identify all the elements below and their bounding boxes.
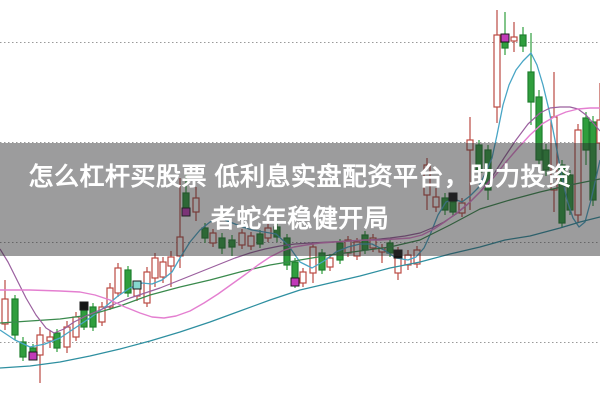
candle-down xyxy=(89,303,97,331)
candle-down xyxy=(475,140,483,177)
candle-up xyxy=(36,327,44,383)
candle-up xyxy=(143,267,151,307)
candle-down xyxy=(19,337,27,361)
candle-up xyxy=(423,158,431,210)
candle-down xyxy=(256,230,264,248)
candle-up xyxy=(493,10,501,123)
candle-up xyxy=(98,302,106,326)
candle-down xyxy=(535,90,543,170)
ma-line-cyan-fast xyxy=(0,52,600,348)
ma-line-teal-slow xyxy=(0,216,600,369)
ma-line-violet xyxy=(0,106,600,334)
candle-up xyxy=(192,187,200,221)
candle-up xyxy=(167,251,175,287)
candle-up xyxy=(176,178,184,268)
signal-marker-magenta xyxy=(290,277,300,287)
candle-up xyxy=(114,263,122,297)
candle-up xyxy=(309,243,317,283)
candle-up xyxy=(247,232,255,250)
candle-down xyxy=(484,145,492,200)
signal-markers xyxy=(28,33,510,361)
candle-down xyxy=(228,235,236,256)
candle-up xyxy=(432,188,440,212)
candle-up xyxy=(413,246,421,268)
candle-down xyxy=(273,222,281,242)
candle-up xyxy=(574,124,582,222)
headline-line-1: 怎么杠杆买股票 低利息实盘配资平台，助力投资 xyxy=(28,162,572,191)
candle-up xyxy=(299,268,307,287)
candle-up xyxy=(209,229,217,247)
signal-marker-magenta xyxy=(181,207,191,217)
candle-down xyxy=(11,295,19,340)
signal-marker-cyan xyxy=(132,280,142,290)
candle-down xyxy=(283,234,291,270)
candle-down xyxy=(124,266,132,297)
candle-down xyxy=(582,112,590,165)
signal-marker-black xyxy=(79,301,89,311)
candle-up xyxy=(151,253,159,287)
signal-marker-black xyxy=(448,192,458,202)
headline-line-2: 者蛇年稳健开局 xyxy=(210,204,390,233)
ma-line-green xyxy=(0,178,600,324)
candle-up xyxy=(238,229,246,249)
candle-up xyxy=(466,117,474,210)
signal-marker-magenta xyxy=(28,351,38,361)
candle-down xyxy=(218,233,226,254)
signal-marker-black xyxy=(393,249,403,259)
ma-line-pink xyxy=(0,107,600,319)
candle-down xyxy=(527,33,535,125)
candle-down xyxy=(542,144,550,176)
signal-marker-magenta xyxy=(500,33,510,43)
candle-up xyxy=(596,83,600,150)
candle-up xyxy=(46,330,54,348)
candle-up xyxy=(1,280,9,330)
ma-lines xyxy=(0,52,600,369)
candle-down xyxy=(519,27,527,52)
candle-up xyxy=(353,238,361,260)
candle-up xyxy=(510,22,518,52)
candle-down xyxy=(558,160,566,228)
headline-banner: 怎么杠杆买股票 低利息实盘配资平台，助力投资 者蛇年稳健开局 xyxy=(0,143,600,256)
